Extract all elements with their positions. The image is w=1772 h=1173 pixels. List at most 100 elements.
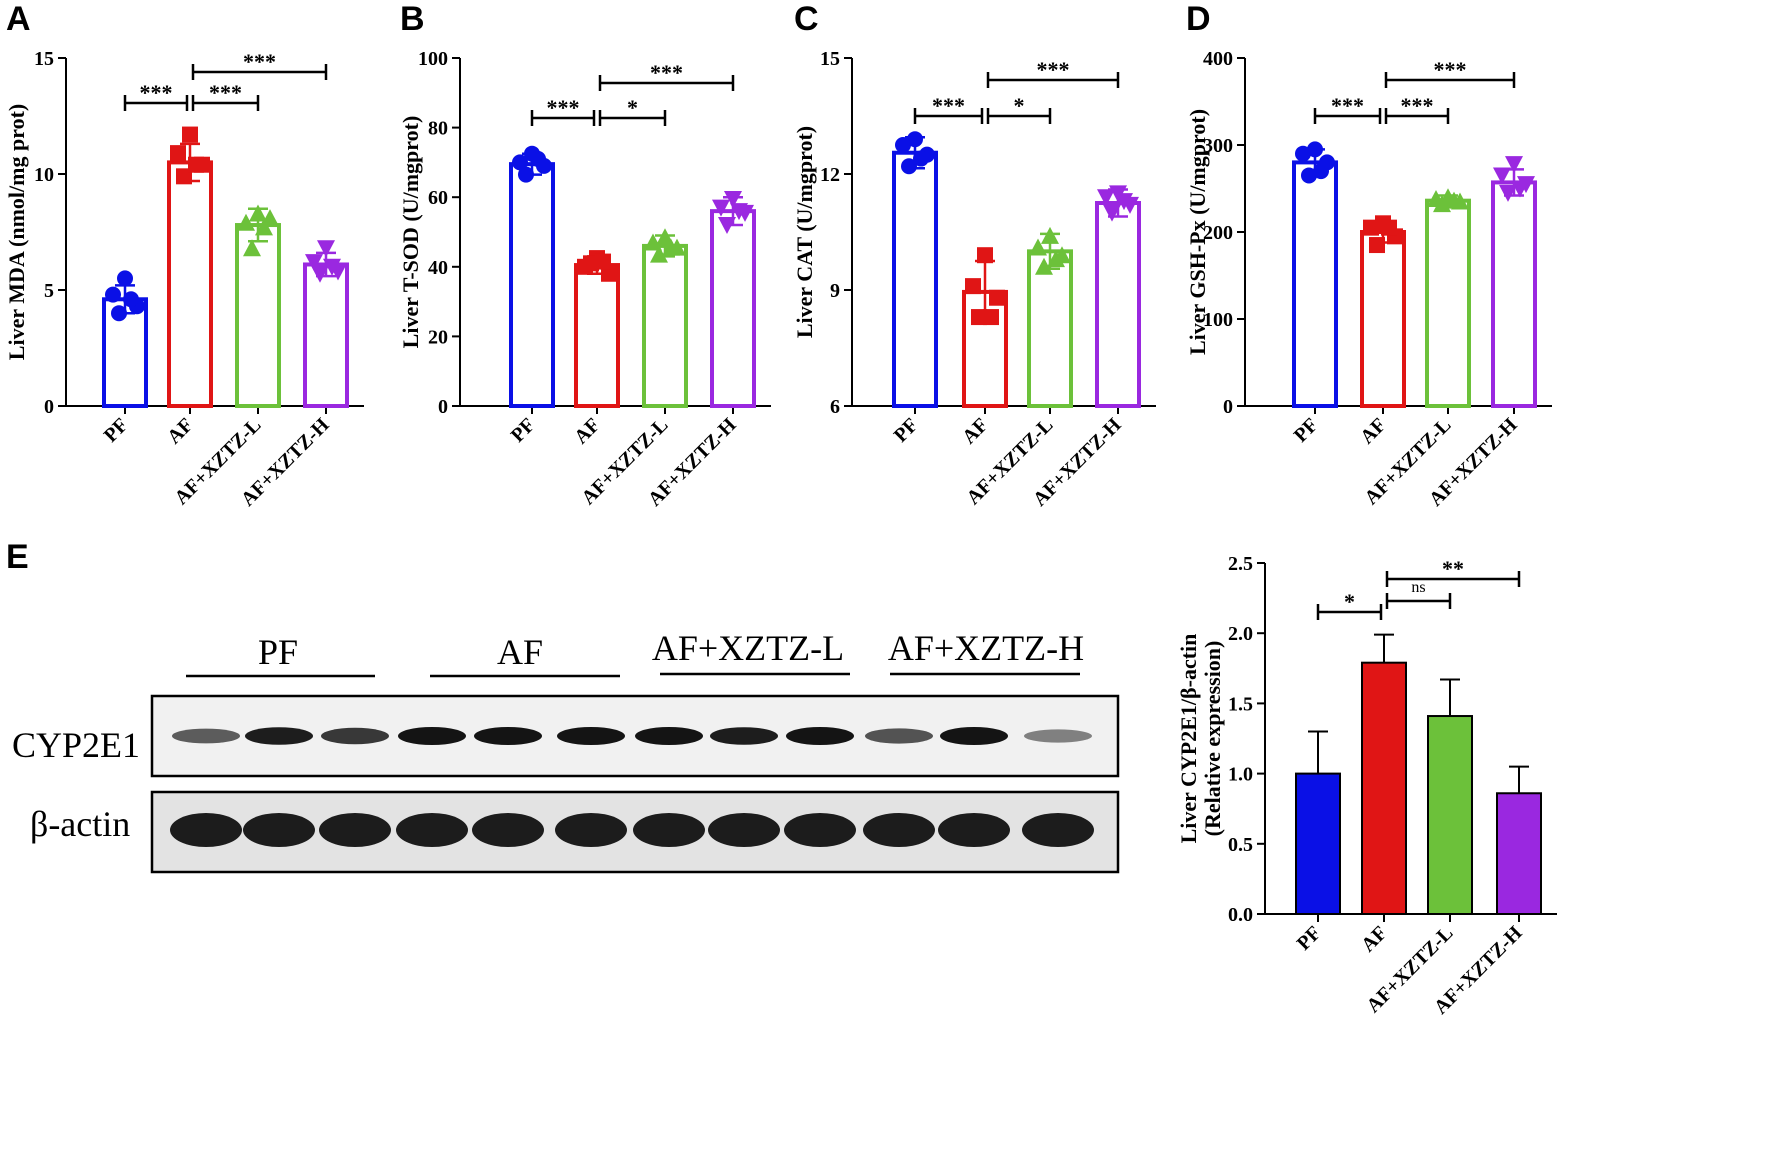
bar-af-xztz-h: [303, 262, 349, 409]
y-tick-label: 12: [820, 164, 840, 186]
data-point-af: [170, 145, 186, 162]
panel-letter-c: C: [794, 0, 819, 38]
data-point-pf: [1295, 145, 1311, 162]
y-tick-label: 15: [820, 48, 840, 70]
blot-group-label-xztz-h: AF+XZTZ-H: [888, 628, 1084, 668]
significance-label: ***: [650, 60, 683, 85]
data-point-af-xztz-l: [656, 228, 674, 246]
cyp2e1-band: [786, 727, 854, 745]
cyp2e1-band: [474, 727, 542, 745]
y-tick-label: 6: [830, 396, 840, 418]
x-tick-label-af: AF: [1357, 922, 1391, 956]
bar-pf: [1292, 160, 1338, 408]
x-tick-label-af: AF: [958, 414, 992, 448]
data-point-af: [1381, 219, 1397, 236]
data-point-pf: [512, 154, 528, 171]
western-blot: PF AF AF+XZTZ-L AF+XZTZ-H CYP2E1 β-actin: [12, 628, 1120, 874]
data-point-af-xztz-l: [1029, 238, 1047, 256]
data-point-af-xztz-h: [1493, 167, 1511, 185]
data-point-af-xztz-h: [712, 199, 730, 217]
beta-actin-band: [633, 813, 705, 847]
data-point-pf: [105, 286, 121, 303]
y-tick-label: 15: [34, 48, 54, 70]
significance-three-star: ***: [598, 60, 735, 91]
data-point-pf: [895, 137, 911, 153]
y-axis-label: Liver MDA (nmol/mg prot): [4, 104, 29, 360]
y-tick-label: 0: [438, 396, 448, 418]
y-axis-label: Liver CYP2E1/β-actin: [1176, 634, 1201, 844]
y-axis-label-secondary: (Relative expression): [1200, 641, 1225, 837]
data-point-af-xztz-l: [1035, 257, 1053, 275]
data-point-af-xztz-h: [730, 203, 748, 221]
bar-af: [1361, 661, 1407, 916]
cyp2e1-band: [1024, 729, 1092, 743]
chart-e: 0.0 0.5 1.0 1.5 2.0 2.5 Liver CYP2E1/β-actin (R…: [1176, 553, 1557, 1019]
significance-star: *: [598, 95, 667, 126]
data-point-pf: [111, 305, 127, 322]
significance-three-star: ***: [530, 95, 596, 126]
bar-af-xztz-l: [642, 243, 688, 408]
significance-three-star: ***: [1384, 57, 1516, 88]
cyp2e1-band: [557, 727, 625, 745]
bar-af-xztz-h: [1496, 792, 1542, 915]
beta-actin-band: [708, 813, 780, 847]
x-tick-label-pf: PF: [100, 414, 133, 447]
data-point-af: [1369, 237, 1385, 254]
bar-af-xztz-h: [1491, 180, 1537, 408]
y-tick-label: 100: [418, 48, 448, 70]
data-point-af-xztz-h: [311, 265, 329, 283]
significance-label: *: [1014, 93, 1025, 118]
data-point-af: [965, 278, 981, 295]
data-point-af-xztz-h: [718, 217, 736, 235]
significance-star: *: [986, 93, 1052, 124]
blot-row-label-beta-actin: β-actin: [30, 804, 130, 844]
cyp2e1-band: [321, 727, 389, 745]
beta-actin-band: [319, 813, 391, 847]
data-point-pf: [907, 131, 923, 148]
data-point-af-xztz-l: [237, 213, 255, 231]
data-point-pf: [530, 150, 546, 167]
bar-af-xztz-h: [1095, 201, 1141, 408]
bar-af-xztz-h: [710, 209, 756, 408]
significance-label: ***: [1331, 93, 1364, 118]
beta-actin-band: [243, 813, 315, 847]
data-point-af-xztz-h: [1499, 184, 1517, 202]
y-tick-label: 1.5: [1228, 693, 1253, 715]
beta-actin-band: [396, 813, 468, 847]
data-point-pf: [1313, 163, 1329, 180]
data-point-af-xztz-l: [243, 239, 261, 257]
y-tick-label: 0.5: [1228, 834, 1253, 856]
y-axis-label: Liver GSH-Px (U/mgprot): [1185, 109, 1210, 355]
cyp2e1-band: [245, 727, 313, 745]
cyp2e1-band: [865, 728, 933, 744]
x-tick-label-af: AF: [163, 414, 197, 448]
panel-letter-a: A: [6, 0, 31, 38]
x-tick-label-af: AF: [570, 414, 604, 448]
data-point-pf: [1301, 167, 1317, 184]
data-point-af: [595, 253, 611, 270]
blot-group-label-af: AF: [497, 632, 543, 672]
significance-three-star: ***: [1384, 93, 1450, 124]
blot-row-label-cyp2e1: CYP2E1: [12, 725, 140, 765]
data-point-af-xztz-l: [1047, 250, 1065, 268]
data-point-af-xztz-h: [323, 258, 341, 276]
data-point-pf: [913, 150, 929, 167]
y-tick-label: 10: [34, 164, 54, 186]
y-axis-label: Liver T-SOD (U/mgprot): [398, 116, 423, 349]
y-tick-label: 1.0: [1228, 764, 1253, 786]
x-tick-label-af: AF: [1356, 414, 1390, 448]
data-point-af-xztz-h: [1511, 180, 1529, 198]
y-tick-label: 40: [428, 257, 448, 279]
panel-letter-d: D: [1186, 0, 1211, 38]
data-point-pf: [901, 158, 917, 175]
bar-af-xztz-l: [1427, 715, 1473, 916]
x-tick-label-pf: PF: [890, 414, 923, 447]
beta-actin-band: [863, 813, 935, 847]
y-tick-label: 0: [44, 396, 54, 418]
data-point-af-xztz-h: [1505, 156, 1523, 174]
significance-label: ***: [547, 95, 580, 120]
data-point-af-xztz-l: [662, 238, 680, 256]
data-point-af: [983, 309, 999, 326]
